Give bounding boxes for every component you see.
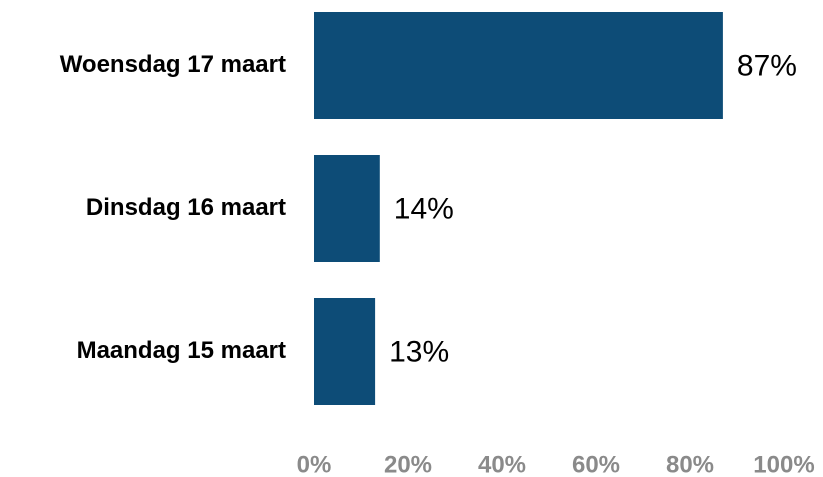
x-tick-label: 0% <box>297 451 332 477</box>
bar <box>314 155 380 262</box>
x-tick-label: 100% <box>753 451 814 477</box>
data-label: 14% <box>394 192 454 225</box>
bar <box>314 12 723 119</box>
x-tick-label: 80% <box>666 451 714 477</box>
data-label: 87% <box>737 49 797 82</box>
bar <box>314 298 376 405</box>
data-label: 13% <box>389 335 449 368</box>
y-tick-label: Woensdag 17 maart <box>60 51 286 78</box>
x-tick-label: 20% <box>384 451 432 477</box>
x-tick-label: 60% <box>572 451 620 477</box>
x-tick-label: 40% <box>478 451 526 477</box>
y-tick-label: Maandag 15 maart <box>77 337 286 364</box>
y-tick-label: Dinsdag 16 maart <box>86 194 286 221</box>
